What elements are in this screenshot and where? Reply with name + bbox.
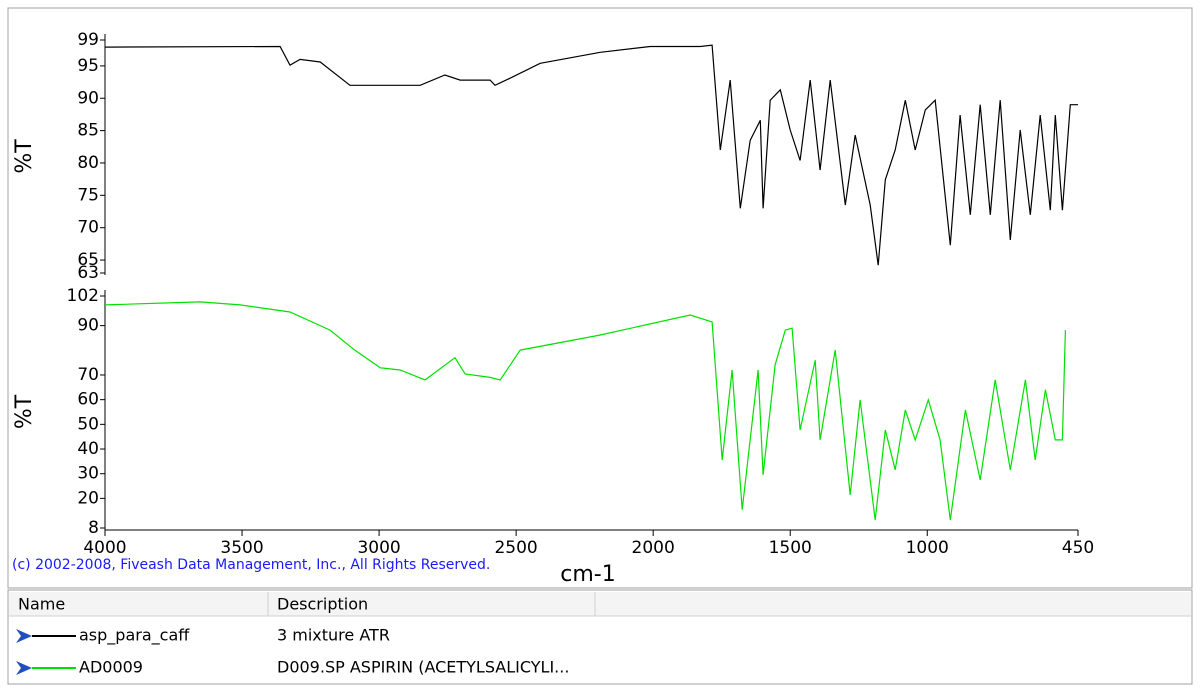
y-tick-label: 80 [77, 153, 99, 173]
y-tick-label: 85 [77, 121, 99, 141]
y-axis-label: %T [12, 394, 37, 429]
row-name[interactable]: asp_para_caff [79, 626, 190, 646]
y-tick-label: 20 [77, 488, 99, 508]
row-description[interactable]: D009.SP ASPIRIN (ACETYLSALICYLI... [277, 658, 569, 677]
y-tick-label: 60 [77, 390, 99, 410]
y-tick-label: 63 [77, 263, 99, 283]
y-tick-label: 95 [77, 56, 99, 76]
spectrum-line [104, 44, 1078, 266]
spectrum-line [104, 301, 1066, 520]
copyright: (c) 2002-2008, Fiveash Data Management, … [12, 557, 490, 573]
y-tick-label: 70 [77, 218, 99, 238]
chart-frame [7, 7, 1193, 589]
x-tick-label: 2000 [632, 538, 675, 558]
x-tick-label: 1000 [906, 538, 949, 558]
row-description[interactable]: 3 mixture ATR [277, 626, 390, 645]
y-tick-label: 40 [77, 439, 99, 459]
y-tick-label: 90 [77, 88, 99, 108]
y-tick-label: 30 [77, 464, 99, 484]
x-tick-label: 2500 [494, 538, 537, 558]
column-header[interactable]: Name [18, 595, 65, 614]
y-tick-label: 90 [77, 316, 99, 336]
x-tick-label: 450 [1062, 538, 1094, 558]
row-icon[interactable] [16, 661, 32, 675]
row-name[interactable]: AD0009 [79, 658, 143, 677]
y-tick-label: 75 [77, 185, 99, 205]
y-tick-label: 102 [67, 286, 99, 306]
y-axis-label: %T [12, 139, 37, 174]
column-header[interactable]: Description [277, 595, 368, 614]
row-icon[interactable] [16, 629, 32, 643]
y-tick-label: 70 [77, 365, 99, 385]
x-tick-label: 3500 [220, 538, 263, 558]
x-axis-label: cm-1 [560, 562, 615, 587]
y-tick-label: 50 [77, 414, 99, 434]
x-tick-label: 3000 [357, 538, 400, 558]
table-header [9, 592, 1191, 616]
y-tick-label: 8 [88, 518, 99, 538]
x-tick-label: 1500 [769, 538, 812, 558]
x-tick-label: 4000 [83, 538, 126, 558]
y-tick-label: 65 [77, 250, 99, 270]
y-tick-label: 99 [77, 30, 99, 50]
